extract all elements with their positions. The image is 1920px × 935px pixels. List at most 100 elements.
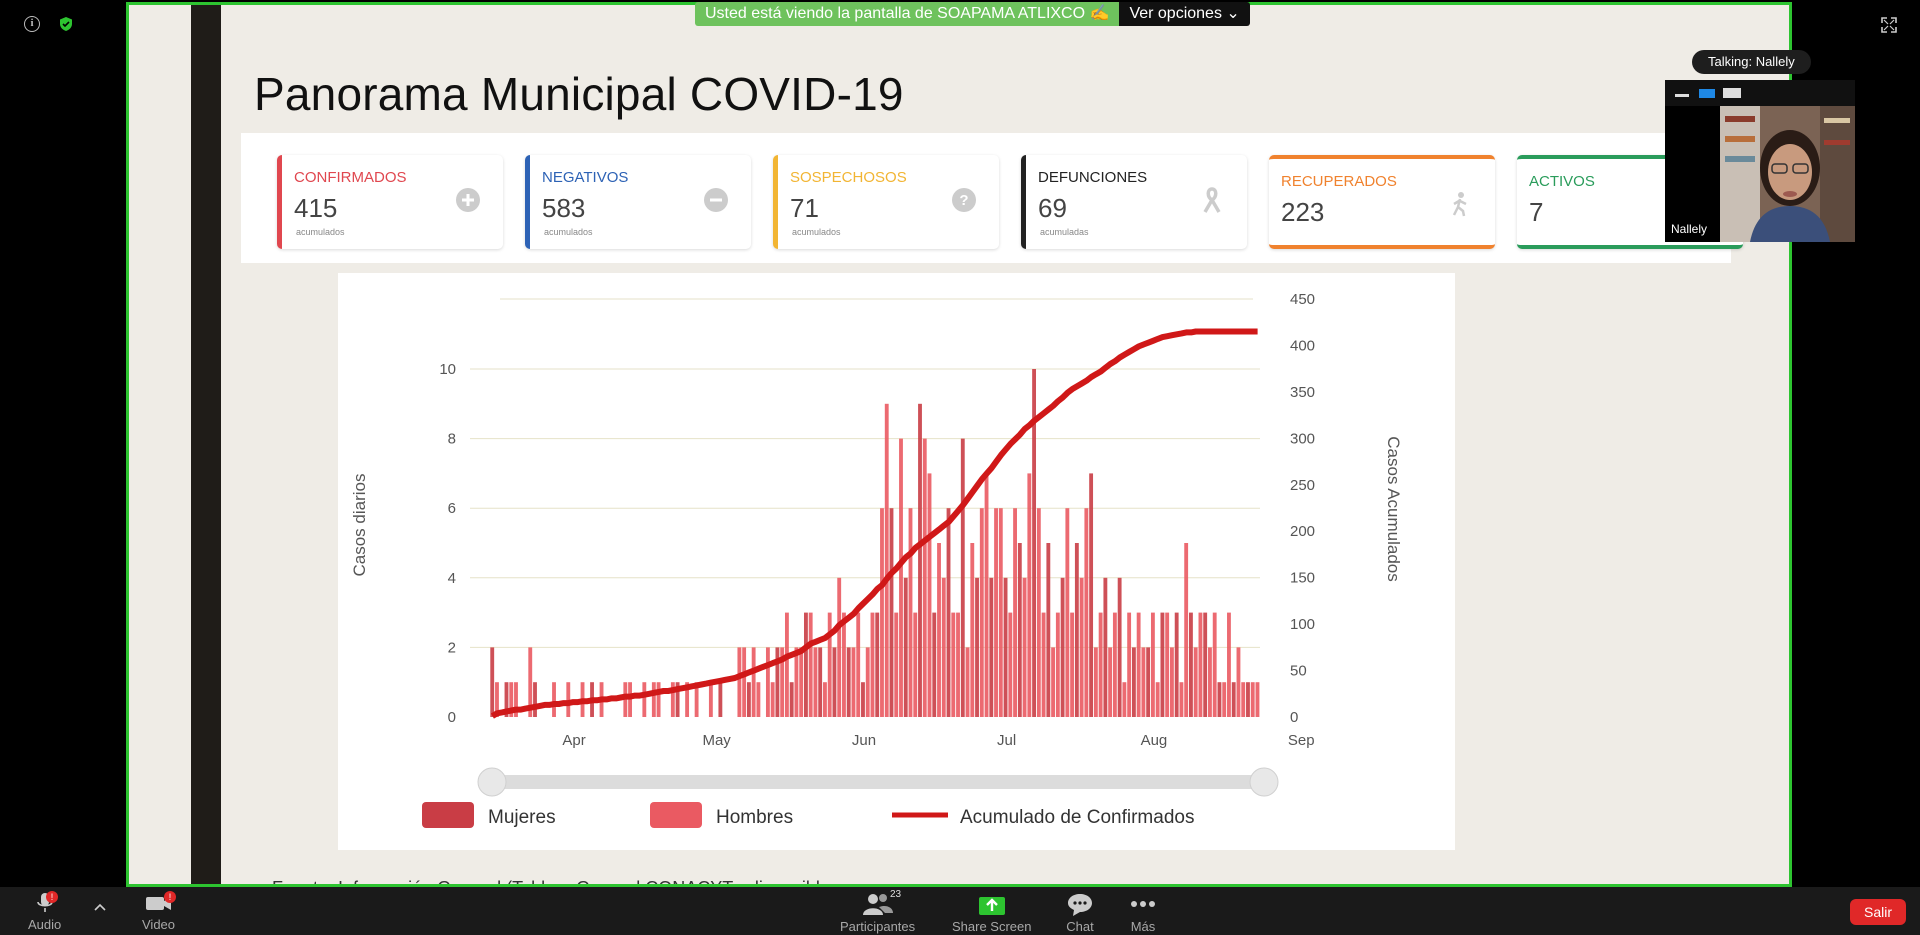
video-tile-toolbar	[1665, 80, 1855, 106]
daily-case-bar	[1017, 543, 1022, 717]
gallery-view-icon[interactable]	[1723, 88, 1741, 98]
participant-video-tile[interactable]: Nallely	[1665, 80, 1855, 242]
daily-case-bar	[694, 682, 699, 717]
daily-case-bar	[1246, 682, 1250, 717]
participants-icon	[862, 894, 893, 915]
video-button[interactable]: Video !	[142, 891, 176, 932]
daily-case-bar	[1103, 577, 1108, 717]
daily-case-bar	[922, 438, 927, 717]
daily-case-bar	[975, 577, 979, 717]
y2-tick-label: 0	[1290, 709, 1298, 726]
legend-swatch	[650, 802, 702, 828]
daily-case-bar	[998, 508, 1003, 717]
daily-case-bar	[656, 682, 661, 717]
y-tick-label: 8	[448, 431, 456, 448]
daily-case-bar	[1179, 682, 1184, 717]
y2-tick-label: 250	[1290, 477, 1315, 494]
daily-case-bar	[1074, 543, 1079, 717]
kpi-card-value: 223	[1281, 197, 1325, 227]
covid-chart: 0 2 4 6 8 10 0 50 100 150 200 250 300 350 400 450 Apr May…	[338, 273, 1455, 850]
daily-case-bar	[1089, 473, 1094, 717]
daily-case-bar	[956, 612, 960, 717]
daily-case-bar	[899, 438, 903, 717]
daily-case-bar	[823, 682, 827, 717]
more-dots-icon	[1131, 901, 1155, 907]
chat-label: Chat	[1066, 919, 1094, 934]
daily-case-bar	[965, 647, 970, 717]
y2-tick-label: 150	[1290, 570, 1315, 587]
minimize-icon[interactable]	[1675, 88, 1689, 98]
kpi-card-defunciones: DEFUNCIONES 69 acumuladas	[1021, 155, 1247, 249]
daily-case-bar	[1079, 577, 1084, 717]
y2-tick-label: 200	[1290, 523, 1315, 540]
daily-case-bar	[1255, 682, 1260, 717]
kpi-card-label: ACTIVOS	[1529, 173, 1595, 190]
daily-case-bar	[1008, 612, 1013, 717]
share-screen-button[interactable]: Share Screen	[952, 891, 1032, 934]
daily-case-bar	[970, 543, 975, 717]
speaker-view-icon[interactable]	[1699, 88, 1715, 98]
audio-options-chevron-icon[interactable]	[94, 903, 106, 911]
daily-case-bar	[514, 682, 518, 717]
video-alert-badge: !	[164, 891, 176, 903]
daily-case-bar	[675, 682, 680, 717]
walking-person-icon	[1452, 192, 1467, 217]
slide-footer: Fuente: Información General (Tablero Gen…	[272, 878, 855, 884]
view-options-button[interactable]: Ver opciones ⌄	[1119, 2, 1250, 26]
daily-case-bar	[1231, 682, 1236, 717]
share-screen-icon	[978, 897, 1005, 915]
x-tick-label: May	[702, 732, 731, 749]
daily-case-bar	[1041, 612, 1046, 717]
daily-case-bar	[737, 647, 742, 717]
daily-case-bar	[1222, 682, 1227, 717]
daily-case-bar	[875, 612, 880, 717]
daily-case-bar	[1022, 577, 1027, 717]
x-tick-label: Apr	[562, 732, 585, 749]
y2-tick-label: 300	[1290, 430, 1315, 447]
more-label: Más	[1130, 919, 1156, 934]
plus-icon	[456, 188, 480, 212]
daily-case-bar	[861, 682, 865, 717]
participant-video	[1720, 106, 1855, 242]
fullscreen-icon[interactable]	[1880, 16, 1898, 34]
leave-meeting-button[interactable]: Salir	[1849, 899, 1906, 925]
y2-tick-label: 100	[1290, 616, 1315, 633]
daily-case-bar	[1160, 612, 1165, 717]
daily-case-bar	[1065, 508, 1070, 717]
daily-case-bar	[946, 508, 951, 717]
daily-case-bar	[1131, 647, 1136, 717]
audio-label: Audio	[28, 917, 62, 932]
daily-case-bar	[718, 682, 723, 717]
audio-button[interactable]: Audio !	[28, 891, 61, 932]
participants-button[interactable]: Participantes 23	[840, 889, 915, 934]
daily-case-bar	[1198, 612, 1203, 717]
daily-case-bar	[789, 682, 794, 717]
daily-case-bar	[1070, 612, 1075, 717]
svg-text:?: ?	[959, 192, 968, 209]
chat-icon	[1068, 894, 1092, 916]
daily-case-bar	[994, 508, 998, 717]
y-tick-label: 2	[448, 639, 456, 656]
daily-case-bar	[1155, 682, 1160, 717]
info-icon[interactable]: i	[24, 16, 40, 32]
kpi-card-sospechosos: SOSPECHOSOS 71 acumulados?	[773, 155, 999, 249]
cumulative-line	[490, 328, 1258, 719]
daily-case-bar	[780, 647, 785, 717]
daily-case-bar	[746, 682, 751, 717]
more-button[interactable]: Más	[1128, 891, 1158, 934]
shield-icon[interactable]	[58, 16, 74, 32]
kpi-card-sub: acumulados	[296, 227, 345, 237]
daily-case-bar	[1203, 612, 1208, 717]
kpi-card-value: 69	[1038, 193, 1067, 223]
kpi-cards: CONFIRMADOS 415 acumulados NEGATIVOS 583 acum…	[241, 133, 1743, 263]
daily-case-bar	[908, 508, 913, 717]
daily-case-bar	[1093, 647, 1098, 717]
chat-button[interactable]: Chat	[1065, 891, 1095, 934]
daily-case-bar	[1108, 647, 1113, 717]
daily-case-bar	[1174, 612, 1179, 717]
kpi-card-sub: acumulados	[544, 227, 593, 237]
daily-case-bar	[979, 508, 984, 717]
daily-case-bar	[490, 647, 495, 717]
